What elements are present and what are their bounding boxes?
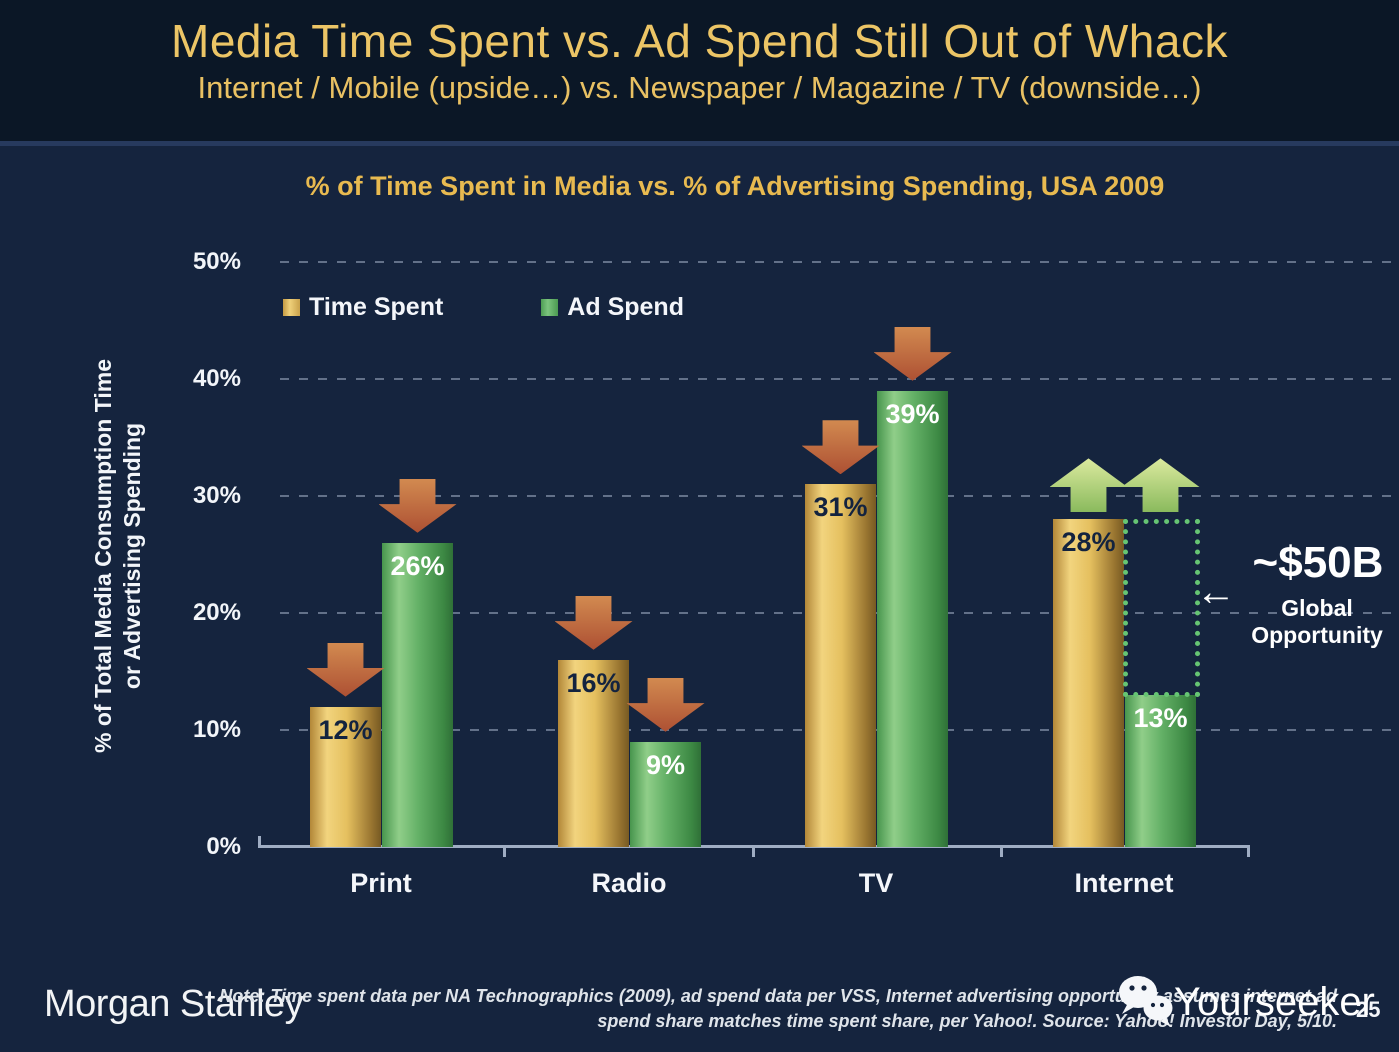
opportunity-label-line2: Opportunity: [1251, 622, 1383, 648]
bar-tv-ad-spend: [877, 390, 948, 847]
bar-print-time-spent: [310, 706, 381, 847]
bar-value-label: 26%: [390, 550, 445, 581]
bar-value-label: 13%: [1133, 702, 1188, 733]
bar-value-label: 12%: [318, 714, 373, 745]
y-axis-label: % of Total Media Consumption Time or Adv…: [89, 271, 147, 841]
left-arrow-icon: ←: [1196, 570, 1236, 614]
trend-arrow-down-icon: [306, 642, 385, 697]
time-spent-swatch-icon: [283, 299, 300, 316]
bar-tv-time-spent: [805, 484, 876, 847]
axis-start-tick: [258, 836, 261, 846]
y-tick-label: 10%: [192, 716, 241, 743]
x-category-label: Print: [350, 868, 412, 898]
bar-value-label: 31%: [813, 492, 868, 523]
bar-radio-time-spent: [558, 659, 629, 847]
trend-arrow-up-icon: [1121, 458, 1200, 513]
axis-tick: [1000, 848, 1003, 857]
y-tick-label: 20%: [192, 599, 241, 626]
y-tick-label: 40%: [192, 365, 241, 392]
bar-radio-ad-spend: [630, 741, 701, 847]
y-axis-label-line1: % of Total Media Consumption Time: [90, 359, 116, 753]
trend-arrow-down-icon: [554, 595, 633, 650]
y-tick-label: 30%: [192, 482, 241, 509]
grid-line: [280, 378, 1395, 380]
legend-item-ad-spend: Ad Spend: [541, 293, 684, 322]
y-axis-label-line2: or Advertising Spending: [119, 422, 145, 690]
bar-value-label: 39%: [885, 398, 940, 429]
legend-label: Time Spent: [309, 293, 444, 321]
x-category-label: Radio: [591, 868, 667, 898]
bar-value-label: 16%: [566, 667, 621, 698]
source-note-line1: Note: Time spent data per NA Technograph…: [219, 986, 1337, 1006]
axis-tick: [752, 848, 755, 857]
watermark-text: Yourseeker: [1174, 980, 1375, 1024]
opportunity-value: ~$50B: [1252, 538, 1384, 587]
y-tick-label: 50%: [192, 248, 241, 275]
page-number: 25: [1356, 997, 1381, 1022]
slide-subtitle: Internet / Mobile (upside…) vs. Newspape…: [197, 70, 1202, 105]
ad-spend-swatch-icon: [541, 299, 559, 316]
legend-label: Ad Spend: [567, 293, 684, 321]
chart-legend: Time Spent Ad Spend: [283, 293, 684, 322]
slide-header: Media Time Spent vs. Ad Spend Still Out …: [0, 0, 1399, 146]
trend-arrow-down-icon: [378, 478, 457, 533]
x-category-label: Internet: [1074, 868, 1174, 898]
slide-title: Media Time Spent vs. Ad Spend Still Out …: [171, 15, 1228, 67]
x-category-label: TV: [858, 868, 894, 898]
bar-internet-ad-spend: [1125, 694, 1196, 847]
bar-print-ad-spend: [382, 542, 453, 847]
axis-tick: [503, 848, 506, 857]
trend-arrow-up-icon: [1049, 458, 1128, 513]
axis-tick: [1247, 848, 1250, 857]
morgan-stanley-logo: Morgan Stanley: [44, 983, 304, 1025]
axis-baseline: [258, 845, 1250, 848]
bar-value-label: 28%: [1061, 527, 1116, 558]
chart-title: % of Time Spent in Media vs. % of Advert…: [305, 171, 1165, 201]
bar-internet-time-spent: [1053, 519, 1124, 847]
yourseeker-watermark: Yourseeker: [1108, 970, 1375, 1034]
bar-value-label: 9%: [645, 749, 686, 780]
grid-line: [280, 261, 1395, 263]
opportunity-label-line1: Global: [1281, 595, 1353, 621]
wechat-icon: [1119, 976, 1173, 1027]
legend-item-time-spent: Time Spent: [283, 293, 443, 322]
y-tick-label: 0%: [206, 833, 241, 860]
opportunity-band: [1123, 519, 1200, 697]
trend-arrow-down-icon: [873, 326, 952, 381]
